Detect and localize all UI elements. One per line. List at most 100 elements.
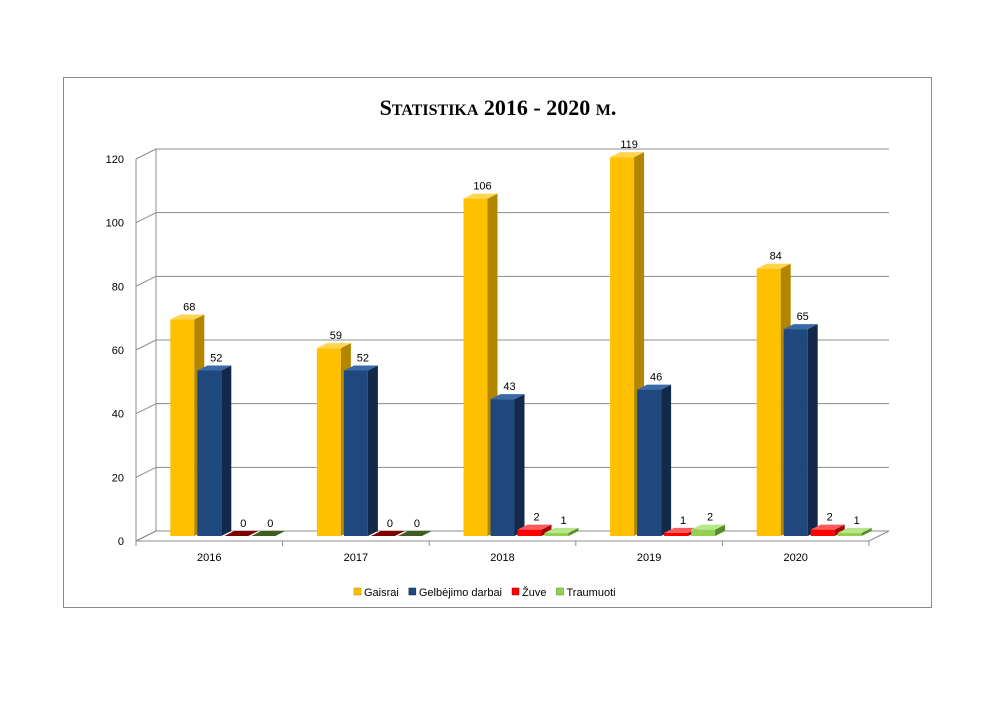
bar-front [544, 532, 569, 536]
bar-top [197, 365, 232, 371]
bar-top [610, 152, 645, 158]
bar-top [463, 193, 498, 199]
bar-gelbėjimo-darbai-2020 [783, 324, 818, 536]
bar-gelbėjimo-darbai-2017 [343, 365, 378, 536]
y-tick-label: 60 [112, 345, 124, 357]
bar-front [756, 268, 781, 536]
x-tick-label: 2016 [197, 552, 221, 564]
legend-label: Gelbėjimo darbai [419, 587, 502, 599]
bar-top [397, 531, 432, 536]
data-label: 0 [240, 518, 246, 530]
y-tick-label: 20 [112, 472, 124, 484]
gridline-side [135, 403, 157, 415]
legend-swatch [353, 587, 362, 596]
bar-front [783, 329, 808, 536]
bar-top [517, 524, 552, 530]
bar-gelbėjimo-darbai-2016 [197, 365, 232, 536]
data-label: 0 [414, 518, 420, 530]
y-tick-label: 100 [106, 218, 124, 230]
legend-label: Traumuoti [566, 587, 615, 599]
bar-side [221, 365, 232, 536]
data-label: 68 [183, 302, 195, 314]
y-tick-label: 120 [106, 154, 124, 166]
bar-gelbėjimo-darbai-2019 [637, 384, 672, 536]
bar-front [517, 529, 542, 536]
chart-frame: STATISTIKA 2016 - 2020 M. 0 20 40 60 80 100 12… [63, 77, 932, 608]
chart-title-part: S [380, 95, 392, 120]
gridline-side [135, 339, 157, 351]
bar-top [170, 314, 205, 320]
bar-side [715, 524, 726, 536]
legend-item-gaisrai: Gaisrai [353, 587, 399, 599]
bar-traumuoti-2017 [397, 531, 432, 537]
bar-top [837, 527, 872, 533]
bar-top [370, 531, 405, 536]
bar-top [664, 527, 699, 533]
bar-žuve-2017 [370, 531, 405, 537]
data-label: 0 [267, 518, 273, 530]
bar-front [691, 529, 716, 536]
bar-top [490, 394, 525, 400]
data-label: 84 [770, 251, 782, 263]
data-label: 43 [503, 381, 515, 393]
bar-side [514, 394, 525, 536]
bar-front [316, 348, 341, 536]
bar-front [664, 532, 689, 536]
bar-top [224, 531, 259, 536]
chart-title-part: TATISTIKA [392, 102, 479, 119]
chart-title-part: M [596, 102, 611, 119]
legend-swatch [511, 587, 520, 596]
x-tick-label: 2017 [344, 552, 368, 564]
data-label: 52 [210, 352, 222, 364]
bar-front [463, 198, 488, 537]
legend-label: Gaisrai [364, 587, 399, 599]
bar-gelbėjimo-darbai-2018 [490, 394, 525, 536]
bar-top [544, 527, 579, 533]
bar-front [170, 319, 195, 536]
bar-front [343, 370, 368, 536]
bar-top [691, 524, 726, 530]
x-tick-label: 2019 [637, 552, 661, 564]
data-label: 2 [827, 512, 833, 524]
bar-chart: STATISTIKA 2016 - 2020 M. 02040608010012… [106, 95, 890, 599]
y-tick-label: 0 [118, 536, 124, 548]
chart-title-part: . [611, 95, 617, 120]
x-tick-label: 2018 [490, 552, 514, 564]
bar-traumuoti-2016 [251, 531, 286, 537]
bars-layer [170, 152, 872, 537]
bar-žuve-2016 [224, 531, 259, 537]
bar-top [343, 365, 378, 371]
bar-front [837, 532, 862, 536]
data-label: 59 [330, 330, 342, 342]
bar-top [637, 384, 672, 390]
data-label: 119 [620, 139, 638, 151]
y-tick-label: 40 [112, 409, 124, 421]
bar-traumuoti-2019 [691, 524, 726, 536]
legend-item-žuve: Žuve [511, 586, 546, 599]
data-label: 1 [560, 515, 566, 527]
legend-swatch [556, 587, 564, 596]
bar-side [861, 527, 872, 536]
bar-side [661, 384, 672, 536]
y-tick-label: 80 [112, 281, 124, 293]
data-label: 2 [707, 512, 713, 524]
bar-top [810, 524, 845, 530]
bar-top [783, 324, 818, 330]
data-label: 52 [357, 352, 369, 364]
bar-side [367, 365, 378, 536]
data-label: 46 [650, 372, 662, 384]
bar-žuve-2020 [810, 524, 845, 536]
bar-front [610, 157, 635, 536]
bar-top [316, 343, 351, 349]
bar-side [807, 324, 818, 536]
bar-žuve-2018 [517, 524, 552, 536]
bar-traumuoti-2018 [544, 527, 579, 536]
bar-traumuoti-2020 [837, 527, 872, 536]
bar-side [568, 527, 579, 536]
data-label: 1 [854, 515, 860, 527]
data-label: 106 [473, 181, 491, 193]
data-label: 1 [680, 515, 686, 527]
bar-front [637, 389, 662, 536]
bar-top [251, 531, 286, 536]
